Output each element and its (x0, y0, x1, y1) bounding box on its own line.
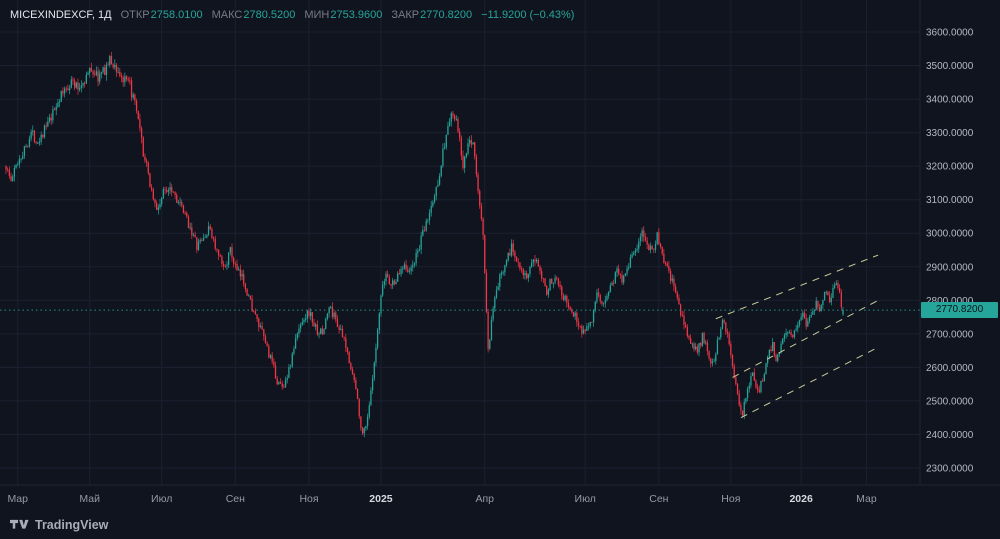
footer-bar: TradingView (10, 513, 108, 537)
symbol-title[interactable]: MICEXINDEXCF, 1Д (10, 9, 112, 21)
svg-text:3200.0000: 3200.0000 (926, 162, 974, 173)
svg-text:2800.0000: 2800.0000 (926, 296, 974, 307)
trend-channel-lines[interactable] (715, 254, 882, 419)
ohlc-low: МИН2753.9600 (304, 8, 382, 22)
high-label: МАКС (211, 9, 243, 21)
svg-text:2025: 2025 (369, 493, 393, 505)
candlestick-series[interactable] (5, 52, 844, 438)
symbol-info-bar: MICEXINDEXCF, 1Д ОТКР2758.0100 МАКС2780.… (10, 8, 574, 22)
open-label: ОТКР (120, 9, 150, 21)
grid-lines (0, 0, 920, 485)
svg-text:2300.0000: 2300.0000 (926, 464, 974, 475)
price-axis[interactable]: 3600.0000 3500.0000 3400.0000 3300.0000 3200… (926, 28, 974, 475)
svg-text:Май: Май (79, 493, 100, 505)
svg-text:Июл: Июл (575, 493, 596, 505)
svg-text:3500.0000: 3500.0000 (926, 61, 974, 72)
svg-text:2600.0000: 2600.0000 (926, 363, 974, 374)
ohlc-open: ОТКР2758.0100 (121, 8, 203, 22)
high-value: 2780.5200 (243, 9, 296, 21)
svg-text:Июл: Июл (151, 493, 172, 505)
tradingview-logo-icon (10, 519, 29, 529)
svg-text:2400.0000: 2400.0000 (926, 430, 974, 441)
svg-text:2900.0000: 2900.0000 (926, 262, 974, 273)
svg-text:3000.0000: 3000.0000 (926, 229, 974, 240)
svg-text:Ноя: Ноя (721, 493, 740, 505)
trendline-channel-upper[interactable] (715, 254, 879, 320)
svg-text:Сен: Сен (226, 493, 245, 505)
svg-text:2500.0000: 2500.0000 (926, 396, 974, 407)
trendline-channel-middle[interactable] (732, 298, 882, 378)
svg-text:2026: 2026 (789, 493, 813, 505)
svg-text:Мар: Мар (856, 493, 877, 505)
change-value: −11.9200 (−0.43%) (481, 9, 575, 21)
svg-text:3400.0000: 3400.0000 (926, 95, 974, 106)
svg-text:3600.0000: 3600.0000 (926, 28, 974, 39)
axis-separators (0, 0, 1000, 486)
ohlc-high: МАКС2780.5200 (212, 8, 296, 22)
low-value: 2753.9600 (330, 9, 383, 21)
svg-text:3100.0000: 3100.0000 (926, 195, 974, 206)
svg-text:Мар: Мар (7, 493, 28, 505)
last-price-badge: 2770.8200 (921, 302, 998, 319)
time-axis[interactable]: Мар Май Июл Сен Ноя 2025 Апр Июл Сен Ноя 2026 Мар (7, 493, 876, 505)
low-label: МИН (304, 9, 330, 21)
svg-text:Сен: Сен (649, 493, 668, 505)
close-value: 2770.8200 (420, 9, 473, 21)
close-label: ЗАКР (391, 9, 420, 21)
tradingview-logo[interactable]: TradingView (10, 518, 108, 532)
svg-text:2700.0000: 2700.0000 (926, 329, 974, 340)
open-value: 2758.0100 (150, 9, 203, 21)
tradingview-logo-text: TradingView (35, 518, 109, 532)
svg-text:3300.0000: 3300.0000 (926, 128, 974, 139)
svg-text:Ноя: Ноя (299, 493, 318, 505)
ohlc-close: ЗАКР2770.8200 (391, 8, 472, 22)
svg-text:Апр: Апр (475, 493, 494, 505)
